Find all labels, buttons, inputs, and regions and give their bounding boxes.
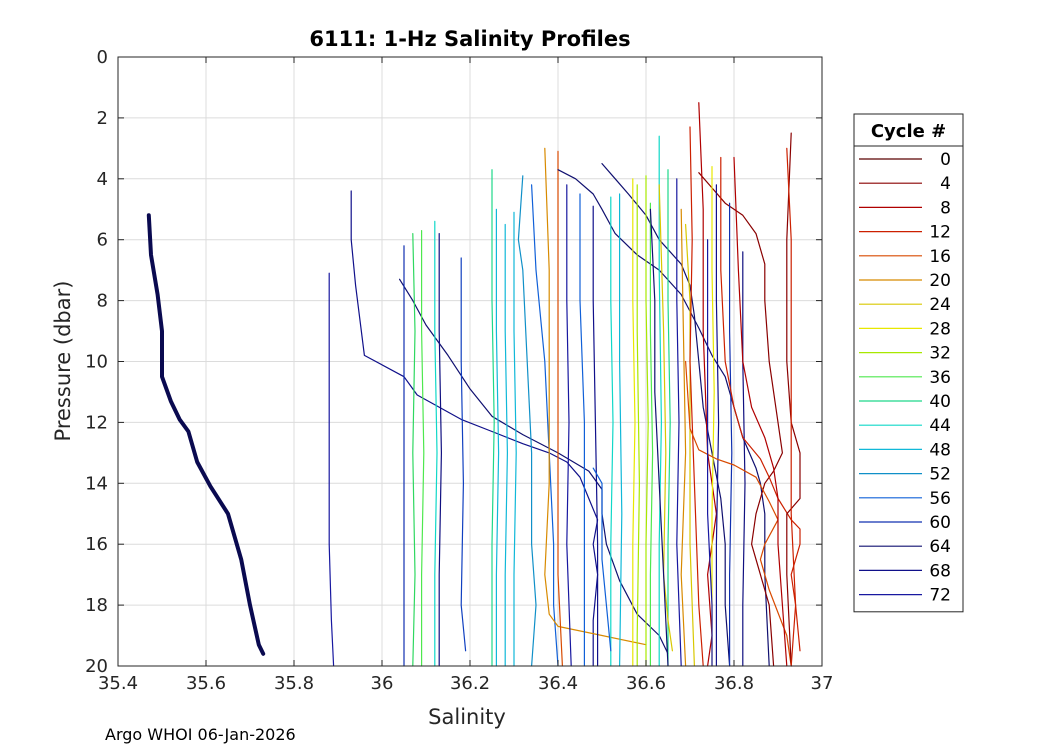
legend-entry-label: 0 bbox=[940, 150, 951, 170]
x-tick-label: 36 bbox=[371, 673, 394, 694]
legend-entry-label: 68 bbox=[929, 561, 951, 581]
salinity-profile-line bbox=[720, 156, 801, 652]
legend-entry-label: 36 bbox=[929, 368, 951, 388]
x-tick-label: 35.8 bbox=[274, 673, 314, 694]
legend-entry-label: 32 bbox=[929, 344, 951, 364]
y-tick-label: 6 bbox=[97, 230, 108, 251]
salinity-profile-line bbox=[146, 213, 266, 656]
salinity-profile-line bbox=[658, 184, 674, 652]
salinity-profile-line bbox=[328, 272, 335, 667]
salinity-profile-line bbox=[786, 132, 801, 667]
y-tick-label: 10 bbox=[85, 352, 108, 373]
salinity-profile-line bbox=[684, 360, 792, 667]
salinity-profile-line bbox=[658, 135, 663, 667]
legend-entry-label: 12 bbox=[929, 223, 951, 243]
salinity-profile-line bbox=[460, 257, 467, 652]
salinity-profile-line bbox=[421, 230, 425, 667]
salinity-profile-line bbox=[711, 166, 715, 667]
legend-entry-label: 72 bbox=[929, 586, 951, 606]
salinity-profile-line bbox=[412, 233, 416, 667]
legend-title: Cycle # bbox=[871, 121, 946, 142]
salinity-profile-line bbox=[649, 202, 654, 667]
salinity-profile-line bbox=[566, 184, 572, 667]
legend-box bbox=[853, 113, 964, 613]
salinity-profile-line bbox=[544, 147, 647, 646]
salinity-profile-line bbox=[632, 178, 636, 667]
salinity-profile-line bbox=[680, 208, 687, 667]
legend-entry-label: 8 bbox=[940, 198, 951, 218]
ticks: 35.4 35.6 35.8 36 36.2 36.4 36.6 36.8 37 0 2 4 6 8 10 1… bbox=[85, 47, 833, 694]
salinity-profile-line bbox=[742, 251, 746, 667]
legend-entry-label: 20 bbox=[929, 271, 951, 291]
salinity-profile-line bbox=[504, 223, 508, 667]
y-tick-label: 20 bbox=[85, 656, 108, 677]
legend-entry-label: 40 bbox=[929, 392, 951, 412]
salinity-profile-line bbox=[434, 220, 438, 667]
x-tick-label: 35.6 bbox=[186, 673, 226, 694]
legend-entry-label: 28 bbox=[929, 319, 951, 339]
legend-entry-label: 60 bbox=[929, 513, 951, 533]
x-tick-label: 36.6 bbox=[626, 673, 666, 694]
y-tick-label: 14 bbox=[85, 473, 108, 494]
x-tick-label: 36.2 bbox=[450, 673, 490, 694]
salinity-profile-line bbox=[579, 193, 586, 667]
y-tick-label: 18 bbox=[85, 595, 108, 616]
footer-credit: Argo WHOI 06-Jan-2026 bbox=[105, 725, 296, 744]
legend-entry-label: 24 bbox=[929, 295, 951, 315]
salinity-profile-line bbox=[610, 196, 614, 667]
y-axis-label: Pressure (dbar) bbox=[51, 281, 75, 442]
salinity-profile-line bbox=[706, 239, 713, 667]
salinity-profile-line bbox=[517, 175, 537, 667]
salinity-profile-line bbox=[649, 208, 669, 667]
salinity-profile-line bbox=[601, 163, 731, 667]
salinity-profile-line bbox=[636, 184, 641, 667]
chart-title: 6111: 1-Hz Salinity Profiles bbox=[309, 27, 630, 51]
legend-entry-label: 52 bbox=[929, 465, 951, 485]
salinity-profile-line bbox=[557, 150, 564, 667]
salinity-profile-line bbox=[438, 233, 442, 667]
legend-entry-label: 64 bbox=[929, 537, 951, 557]
salinity-profile-line bbox=[733, 156, 788, 667]
salinity-profile-line bbox=[689, 126, 704, 667]
salinity-profile-line bbox=[399, 278, 669, 655]
legend-entry-label: 56 bbox=[929, 489, 951, 509]
x-tick-label: 37 bbox=[811, 673, 834, 694]
salinity-profile-line bbox=[645, 175, 649, 667]
salinity-profile-line bbox=[698, 172, 784, 667]
legend-entry-label: 16 bbox=[929, 247, 951, 267]
legend-entry-label: 48 bbox=[929, 440, 951, 460]
salinity-profile-line bbox=[592, 467, 612, 652]
salinity-profile-line bbox=[786, 147, 797, 667]
x-tick-label: 36.4 bbox=[538, 673, 578, 694]
salinity-profile-line bbox=[513, 211, 517, 667]
y-tick-label: 2 bbox=[97, 108, 108, 129]
x-tick-label: 36.8 bbox=[714, 673, 754, 694]
legend-entry-label: 4 bbox=[940, 174, 951, 194]
salinity-profile-line bbox=[667, 169, 671, 667]
salinity-profile-line bbox=[728, 202, 733, 667]
y-tick-label: 4 bbox=[97, 169, 108, 190]
salinity-profile-line bbox=[592, 205, 599, 667]
salinity-profile-line bbox=[557, 169, 770, 667]
salinity-profile-line bbox=[715, 184, 720, 667]
series-group bbox=[146, 102, 801, 667]
salinity-profile-line bbox=[618, 193, 623, 667]
salinity-profile-line bbox=[491, 169, 495, 667]
y-tick-label: 0 bbox=[97, 47, 108, 68]
salinity-profile-line bbox=[350, 190, 599, 667]
y-tick-label: 16 bbox=[85, 534, 108, 555]
salinity-profile-line bbox=[495, 208, 500, 667]
legend-entry-label: 44 bbox=[929, 416, 951, 436]
x-tick-label: 35.4 bbox=[98, 673, 138, 694]
salinity-profile-line bbox=[676, 178, 682, 667]
legend: Cycle #048121620242832364044485256606468… bbox=[853, 113, 964, 613]
x-axis-label: Salinity bbox=[428, 705, 506, 729]
y-tick-label: 12 bbox=[85, 412, 108, 433]
y-tick-label: 8 bbox=[97, 291, 108, 312]
